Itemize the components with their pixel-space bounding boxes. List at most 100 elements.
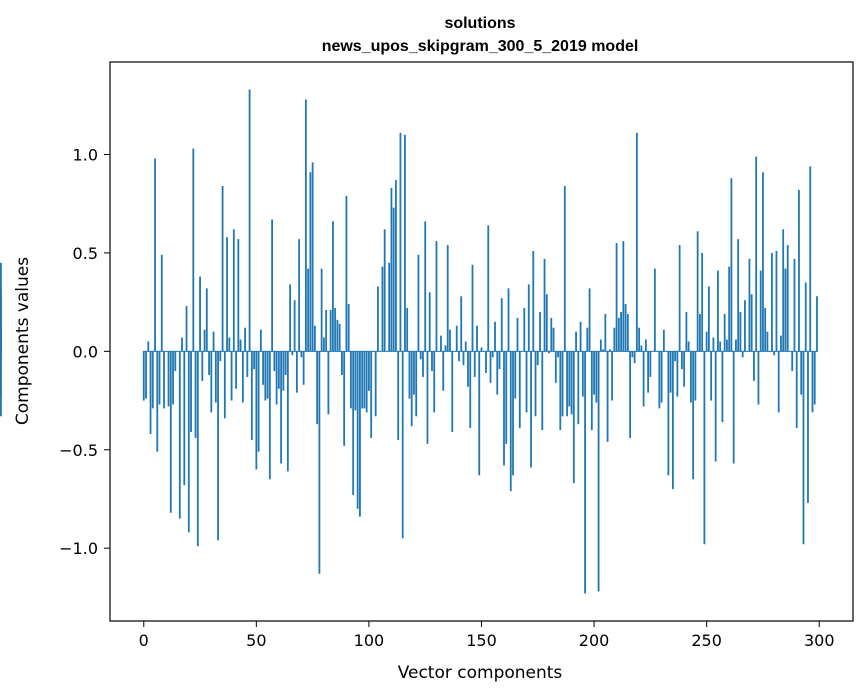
bar — [259, 329, 262, 352]
bar — [703, 351, 706, 545]
bar — [780, 335, 782, 352]
bar — [343, 351, 346, 446]
bar — [196, 351, 199, 547]
bar — [442, 351, 445, 391]
bar — [491, 351, 494, 358]
bar — [494, 321, 496, 352]
bar — [145, 351, 147, 399]
bar — [570, 351, 573, 415]
bar — [458, 351, 460, 362]
bar — [370, 351, 373, 438]
bar — [642, 351, 645, 407]
bar — [401, 351, 404, 539]
bar — [363, 351, 366, 409]
bar — [608, 349, 611, 352]
bar — [604, 313, 607, 352]
bar — [631, 351, 634, 358]
bar — [262, 351, 264, 385]
bar — [181, 337, 183, 352]
bar — [415, 351, 418, 417]
bar — [809, 166, 812, 352]
bar — [169, 351, 172, 513]
bar — [327, 351, 330, 415]
bar — [208, 351, 210, 375]
bar — [692, 351, 695, 480]
bar — [462, 351, 465, 366]
bar — [424, 221, 427, 352]
bar — [786, 245, 789, 352]
bar — [293, 300, 296, 352]
bar — [717, 270, 719, 352]
bar — [158, 351, 161, 405]
bar — [352, 351, 355, 496]
bar — [471, 264, 474, 352]
bar — [341, 351, 343, 375]
bar — [527, 284, 530, 352]
bar — [764, 308, 767, 352]
bar — [460, 296, 463, 352]
bar — [374, 351, 377, 417]
bar — [473, 351, 476, 377]
bar — [0, 351, 2, 395]
bar — [302, 351, 305, 385]
bar — [595, 351, 598, 403]
bar — [392, 207, 395, 352]
y-tick-label: −1.0 — [59, 539, 98, 558]
bar — [431, 351, 433, 372]
bar — [406, 308, 409, 352]
bar — [633, 351, 636, 364]
bar — [322, 337, 325, 352]
y-tick-label: 1.0 — [73, 146, 98, 165]
bar — [271, 219, 274, 352]
bar — [696, 231, 699, 352]
bar — [282, 351, 285, 391]
x-tick-label: 200 — [579, 631, 610, 650]
bar — [399, 132, 402, 352]
bar — [723, 313, 726, 352]
bar — [381, 266, 384, 352]
bar — [505, 351, 508, 444]
bar — [791, 351, 794, 372]
bar — [223, 351, 226, 419]
bar — [606, 351, 609, 442]
bar — [284, 351, 287, 375]
bar — [532, 250, 535, 352]
bar — [329, 310, 332, 352]
bar — [489, 351, 492, 383]
bar — [638, 327, 641, 352]
bar — [397, 351, 400, 440]
bar — [226, 237, 228, 352]
bar — [557, 351, 559, 358]
bar — [307, 268, 310, 352]
bar — [741, 351, 744, 358]
bar — [705, 331, 708, 352]
bar — [613, 327, 616, 352]
bar — [478, 351, 481, 476]
bar — [410, 351, 413, 427]
bar — [230, 351, 233, 401]
bar — [719, 341, 722, 352]
bar — [626, 313, 629, 352]
plot-frame — [109, 61, 854, 622]
bar — [0, 296, 2, 352]
bar — [647, 351, 650, 393]
bar — [584, 351, 586, 594]
y-tick-label: −0.5 — [59, 441, 98, 460]
bar — [178, 351, 181, 519]
bar — [545, 294, 548, 352]
bar — [275, 351, 278, 405]
bar — [611, 351, 613, 401]
bar — [464, 341, 467, 352]
bar — [455, 325, 458, 352]
bar — [383, 229, 386, 352]
bar — [712, 337, 715, 352]
bar — [739, 311, 742, 352]
bar — [811, 351, 814, 413]
bar — [163, 351, 165, 409]
bar — [530, 351, 532, 468]
bar — [214, 351, 217, 403]
bar — [685, 311, 688, 352]
bar — [617, 317, 620, 352]
y-axis-label: Components values — [13, 257, 33, 425]
